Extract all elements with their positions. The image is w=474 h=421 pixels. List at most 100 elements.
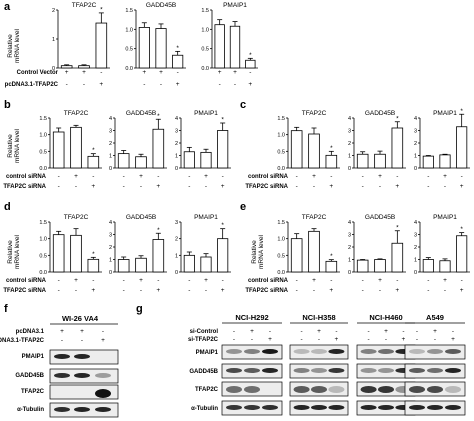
- subplot-gadd45b: GADD45B 0 1 2 3 4 *: [348, 214, 406, 276]
- treatment-sign: -: [416, 328, 418, 335]
- treatment-sign: +: [233, 69, 237, 76]
- blot-band: [226, 368, 242, 373]
- treatment-row-label: control siRNA: [6, 174, 47, 180]
- blot-band: [293, 386, 310, 393]
- blot-band: [378, 386, 394, 393]
- significance-star: *: [330, 145, 333, 152]
- treatment-row-label: TFAP2C siRNA: [245, 184, 288, 190]
- bar: [135, 257, 147, 273]
- y-tick-label: 3: [175, 220, 178, 226]
- protein-label: α-Tubulin: [17, 407, 44, 413]
- y-tick-label: 0: [109, 270, 112, 276]
- bar: [117, 153, 130, 169]
- treatment-sign: -: [444, 287, 446, 294]
- y-axis-label: Relative: [251, 240, 258, 264]
- treatment-sign: +: [317, 328, 321, 335]
- bar: [183, 254, 195, 273]
- y-tick-label: 3: [348, 129, 351, 135]
- treatment-sign: -: [157, 277, 159, 284]
- blot-band: [74, 407, 90, 412]
- treatment-sign: -: [368, 336, 370, 343]
- y-tick-label: 1.0: [39, 237, 47, 243]
- blot-band: [328, 386, 345, 393]
- bar: [87, 258, 100, 273]
- treatment-sign: -: [385, 336, 387, 343]
- protein-label: TFAP2C: [195, 387, 219, 393]
- blot-band: [409, 405, 425, 410]
- blot-band: [293, 405, 310, 410]
- significance-star: *: [330, 253, 333, 260]
- bar: [70, 126, 82, 169]
- treatment-sign: -: [444, 183, 446, 190]
- significance-star: *: [396, 115, 399, 122]
- bar: [391, 242, 404, 273]
- blot-band: [293, 349, 310, 354]
- panel-letter: g: [136, 303, 143, 315]
- blot-band: [445, 368, 461, 373]
- bar: [200, 256, 212, 273]
- treatment-sign: -: [396, 277, 398, 284]
- treatment-sign: +: [250, 328, 254, 335]
- treatment-sign: +: [329, 183, 333, 190]
- y-tick-label: 0.5: [39, 253, 47, 259]
- subplot-tfap2c: TFAP2C 0.0 0.5 1.0 1.5 *: [277, 214, 340, 276]
- significance-star: *: [249, 52, 252, 59]
- treatment-row-label: pcDNA3.1: [16, 329, 45, 335]
- panel-a: a Relative mRNA level TFAP2C 0 1 2 * GADD45B 0.0 0…: [4, 1, 258, 88]
- subplot-title: PMAIP1: [433, 214, 457, 221]
- blot-band: [95, 389, 111, 398]
- y-tick-label: 0: [348, 270, 351, 276]
- y-tick-label: 0.5: [125, 47, 133, 53]
- treatment-sign: -: [58, 173, 60, 180]
- subplot-title: GADD45B: [126, 110, 156, 117]
- y-tick-label: 0: [175, 270, 178, 276]
- blot-band: [311, 349, 327, 354]
- blot-band: [311, 386, 327, 393]
- bar: [200, 151, 212, 169]
- treatment-sign: -: [157, 173, 159, 180]
- bar: [214, 24, 225, 69]
- bar: [52, 234, 65, 273]
- treatment-sign: +: [443, 277, 447, 284]
- treatment-sign: -: [296, 277, 298, 284]
- protein-label: TFAP2C: [21, 389, 45, 395]
- treatment-row-label: control siRNA: [248, 278, 289, 284]
- y-tick-label: 4: [175, 116, 178, 122]
- subplot-tfap2c: TFAP2C 0 1 2 *: [52, 2, 110, 72]
- blot-band: [360, 386, 377, 393]
- blot-band: [378, 405, 394, 410]
- bar: [374, 259, 386, 273]
- treatment-row-label: pcDNA3.1-TFAP2C: [0, 338, 45, 344]
- treatment-sign: +: [156, 183, 160, 190]
- treatment-sign: +: [91, 287, 95, 294]
- bar: [78, 65, 90, 69]
- treatment-sign: -: [205, 183, 207, 190]
- treatment-sign: -: [427, 183, 429, 190]
- protein-label: GADD45B: [15, 373, 44, 379]
- treatment-sign: +: [74, 277, 78, 284]
- significance-star: *: [157, 227, 160, 234]
- y-tick-label: 0: [348, 166, 351, 172]
- treatment-sign: -: [330, 277, 332, 284]
- cell-line-label: NCI-H460: [369, 313, 402, 322]
- subplot-tfap2c: TFAP2C 0.0 0.5 1.0 1.5 *: [39, 110, 102, 172]
- protein-label: PMAIP1: [22, 354, 45, 360]
- protein-label: α-Tubulin: [191, 406, 218, 412]
- treatment-sign: -: [143, 81, 145, 88]
- treatment-sign: +: [99, 81, 103, 88]
- subplot-pmaip1: PMAIP1 0 1 2 3 *: [175, 214, 231, 276]
- y-tick-label: 1.0: [201, 27, 209, 33]
- y-tick-label: 2: [348, 141, 351, 147]
- panel-letter: a: [4, 1, 11, 13]
- cell-line-label: NCI-H292: [235, 313, 268, 322]
- blot-band: [262, 405, 278, 410]
- treatment-sign: +: [433, 328, 437, 335]
- treatment-sign: +: [384, 328, 388, 335]
- treatment-sign: -: [75, 183, 77, 190]
- y-axis-label: mRNA level: [14, 28, 21, 63]
- y-tick-label: 1: [52, 37, 55, 43]
- y-tick-label: 1.5: [201, 8, 209, 14]
- bar: [422, 155, 434, 169]
